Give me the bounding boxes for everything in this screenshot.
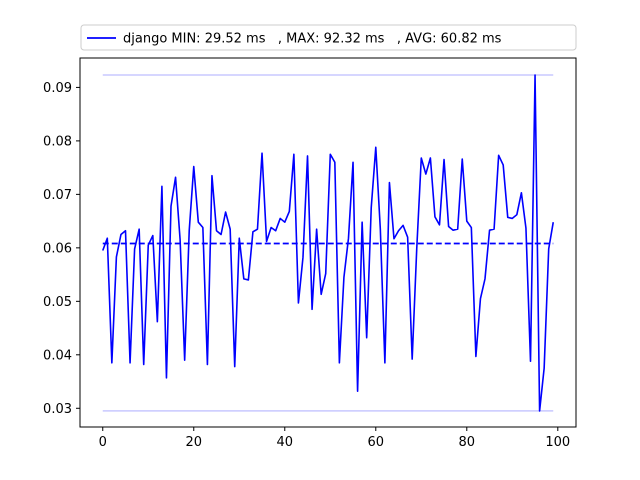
x-tick-label: 80	[459, 435, 476, 450]
x-tick-label: 100	[545, 435, 570, 450]
y-tick-label: 0.04	[43, 348, 72, 363]
series-layer	[101, 74, 555, 412]
y-tick-label: 0.05	[43, 295, 72, 310]
plot-area: 0 20 40 60 80 100 0.030.040.050.060.070.080.0…	[43, 57, 577, 450]
y-tick-label: 0.06	[43, 241, 72, 256]
axes-frame	[79, 57, 577, 428]
x-tick-label: 40	[276, 435, 293, 450]
y-tick-label: 0.08	[43, 134, 72, 149]
legend-label: django MIN: 29.52 ms , MAX: 92.32 ms , A…	[123, 32, 502, 47]
x-axis: 0 20 40 60 80 100	[99, 427, 570, 450]
x-tick-label: 20	[185, 435, 202, 450]
x-tick-label: 60	[368, 435, 385, 450]
legend-box	[80, 24, 577, 51]
x-tick-label: 0	[99, 435, 107, 450]
reference-lines	[102, 74, 554, 412]
y-tick-label: 0.03	[43, 402, 72, 417]
legend: django MIN: 29.52 ms , MAX: 92.32 ms , A…	[80, 24, 577, 51]
y-tick-label: 0.09	[43, 81, 72, 96]
y-tick-label: 0.07	[43, 188, 72, 203]
y-axis: 0.03 0.04 0.05 0.06 0.07 0.08 0.09	[43, 81, 80, 417]
series-line	[101, 74, 555, 412]
